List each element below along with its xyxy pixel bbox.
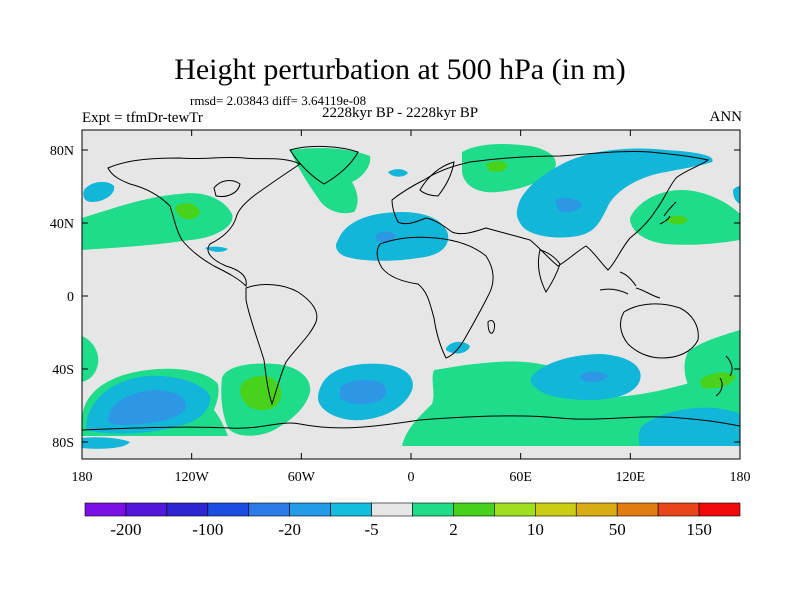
- lat-label: 80N: [50, 144, 74, 159]
- coastline-scandinavia: [419, 161, 455, 197]
- lon-label: 180: [730, 470, 751, 485]
- colorbar-swatch: [535, 502, 577, 517]
- colorbar-swatch: [207, 502, 250, 517]
- experiment-label: Expt = tfmDr-tewTr: [82, 110, 203, 126]
- contour-positive-2-10: [684, 330, 740, 407]
- contour-negative-5-20: [556, 197, 582, 212]
- contour-negative-2-5: [388, 169, 408, 177]
- colorbar-label: 10: [527, 520, 544, 539]
- colorbar-swatch: [412, 502, 454, 517]
- contour-negative-5-20: [580, 371, 608, 383]
- contour-positive-10-50: [486, 161, 508, 173]
- contour-negative-2-5: [733, 186, 740, 204]
- coastline-hudson-bay: [213, 180, 241, 197]
- colorbar: -200 -100 -20 -5 2 10 50 150: [84, 502, 741, 539]
- coastline-new-zealand: [715, 355, 733, 397]
- contour-negative-5-20: [108, 390, 187, 426]
- contour-negative-2-5: [82, 437, 130, 449]
- colorbar-swatch: [84, 502, 127, 517]
- coastline-madagascar: [487, 319, 495, 334]
- lat-label: 80S: [52, 436, 74, 451]
- contour-positive-10-50: [175, 203, 200, 220]
- contour-negative-5-20: [376, 231, 396, 243]
- colorbar-swatch: [494, 502, 536, 517]
- colorbar-label: 150: [686, 520, 712, 539]
- colorbar-label: 50: [609, 520, 626, 539]
- colorbar-swatch: [166, 502, 209, 517]
- lon-label: 120W: [175, 470, 210, 485]
- coastline-greenland: [289, 145, 359, 185]
- colorbar-swatch: [616, 502, 659, 517]
- coastline-antarctica: [82, 415, 740, 431]
- colorbar-swatch: [698, 502, 741, 517]
- lon-label: 60E: [509, 470, 532, 485]
- colorbar-swatch: [453, 502, 495, 517]
- lat-label: 40N: [50, 217, 74, 232]
- contour-negative-2-5: [83, 181, 115, 202]
- coastline-japan: [659, 201, 677, 225]
- coastlines: [82, 145, 740, 431]
- colorbar-label: -100: [192, 520, 223, 539]
- contour-negative-2-5: [205, 246, 228, 252]
- colorbar-swatch: [289, 502, 331, 517]
- colorbar-label: 2: [449, 520, 458, 539]
- season-label: ANN: [709, 109, 743, 125]
- lat-label: 40S: [52, 363, 74, 378]
- coastline-se-asia: [599, 271, 661, 299]
- colorbar-swatch: [657, 502, 700, 517]
- coastline-south-america: [245, 284, 318, 406]
- coastline-africa: [376, 236, 494, 359]
- contour-positive-10-50: [666, 215, 688, 225]
- lon-label: 120E: [616, 470, 646, 485]
- colorbar-swatch: [248, 502, 290, 517]
- colorbar-swatch: [371, 502, 413, 517]
- latitude-axis: 80N 40N 0 40S 80S: [50, 144, 740, 451]
- contour-positive-2-10: [82, 336, 99, 382]
- longitude-axis: 180 120W 60W 0 60E 120E 180: [72, 130, 751, 485]
- coastline-north-america: [107, 156, 301, 288]
- lon-label: 0: [408, 470, 415, 485]
- coastline-india: [537, 249, 561, 293]
- lon-label: 60W: [288, 470, 316, 485]
- contour-positive-10-50: [700, 372, 736, 389]
- coastline-australia: [620, 303, 699, 359]
- period-label: 2228kyr BP - 2228kyr BP: [322, 105, 479, 121]
- lat-label: 0: [67, 290, 74, 305]
- map-title: Height perturbation at 500 hPa (in m): [174, 53, 626, 86]
- contour-negative-5-20: [340, 380, 387, 405]
- contour-negative-2-5: [516, 148, 713, 238]
- colorbar-label: -5: [364, 520, 378, 539]
- lon-label: 180: [72, 470, 93, 485]
- colorbar-swatch: [125, 502, 168, 517]
- colorbar-label: -200: [110, 520, 141, 539]
- coastline-eurasia: [391, 150, 710, 271]
- stats-text: rmsd= 2.03843 diff= 3.64119e-08: [190, 93, 367, 108]
- colorbar-swatch: [575, 502, 618, 517]
- contour-negative-2-5: [446, 341, 470, 354]
- colorbar-label: -20: [278, 520, 301, 539]
- colorbar-swatch: [330, 502, 372, 517]
